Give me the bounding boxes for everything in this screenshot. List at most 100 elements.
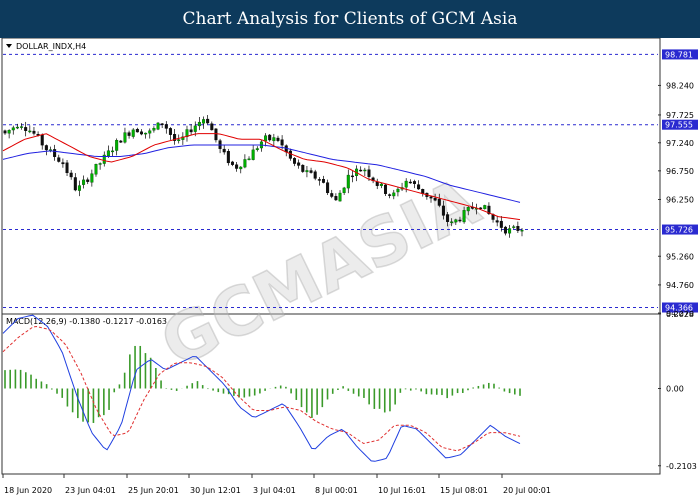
candle-body [437,198,441,206]
candle-body [305,170,309,173]
candle-body [346,174,350,189]
y-tick-label: 97.240 [666,139,694,148]
candle-body [330,193,334,197]
x-tick-label: 10 Jul 16:01 [378,486,426,495]
candle-body [106,150,110,157]
candle-body [53,149,57,157]
candle-body [264,135,268,142]
candle-body [230,161,234,165]
candle-body [309,170,313,173]
candle-body [86,179,90,182]
macd-y-tick-label: 0.2028 [666,310,694,319]
candle-body [73,177,77,191]
x-tick-label: 8 Jul 00:01 [315,486,358,495]
candle-body [326,182,330,194]
price-pane [1,37,661,315]
candle-body [503,226,507,234]
signal-line [2,325,521,452]
candle-body [462,210,466,223]
symbol-dropdown-icon[interactable] [6,44,12,48]
x-tick-label: 18 Jun 2020 [4,486,52,495]
candle-body [226,151,230,164]
candle-body [499,220,503,228]
candle-body [115,139,119,151]
candle-body [338,192,342,202]
candle-body [479,207,483,210]
candle-body [321,179,325,183]
y-tick-label: 94.760 [666,281,694,290]
candle-body [202,119,206,124]
candle-body [379,183,383,186]
candle-body [280,139,284,146]
candle-body [24,127,28,131]
candle-body [392,192,396,197]
candle-body [512,226,516,228]
candle-body [57,157,61,162]
candle-body [127,132,131,136]
candle-body [417,184,421,190]
candle-body [508,228,512,234]
candle-body [119,140,123,143]
candle-body [168,128,172,135]
candle-body [247,158,251,161]
candle-body [396,188,400,193]
x-tick-label: 30 Jun 12:01 [190,486,241,495]
candle-body [152,128,156,131]
candle-body [235,164,239,169]
candle-body [44,145,48,151]
candle-body [7,130,11,134]
y-tick-label: 98.240 [666,81,694,90]
y-tick-label: 96.250 [666,196,694,205]
candle-body [334,196,338,201]
candle-body [222,148,226,153]
candle-body [40,134,44,146]
ma-slow-line [2,144,521,203]
macd-label: MACD(12,26,9) -0.1380 -0.1217 -0.0163 [6,317,167,326]
candle-body [297,162,301,166]
candle-body [20,126,24,128]
candle-body [359,169,363,172]
candle-body [388,194,392,196]
candle-body [61,162,65,165]
candle-body [446,214,450,222]
candle-body [77,185,81,191]
candle-body [350,175,354,178]
candle-body [177,139,181,141]
x-tick-label: 25 Jun 20:01 [128,486,179,495]
level-price-label: 94.366 [665,303,693,312]
candle-body [102,154,106,164]
candle-body [429,196,433,199]
candle-body [189,129,193,133]
candle-body [160,123,164,125]
candle-body [375,181,379,186]
candle-body [520,229,524,232]
candle-body [28,130,32,133]
candle-body [276,137,280,141]
level-price-label: 95.726 [665,226,693,235]
candle-body [69,172,73,178]
macd-y-tick-label: 0.00 [666,384,684,393]
level-price-label: 97.555 [665,121,693,130]
candle-body [450,221,454,223]
candle-body [65,162,69,174]
candle-body [214,128,218,141]
candle-body [495,220,499,223]
candle-body [367,169,371,177]
candle-body [363,169,367,172]
candle-body [433,198,437,201]
candle-body [210,123,214,131]
macd-y-tick-label: -0.2103 [666,462,697,471]
candle-body [193,125,197,132]
candle-body [156,122,160,130]
level-price-label: 98.781 [665,50,693,59]
candle-body [384,184,388,194]
y-tick-label: 96.750 [666,167,694,176]
x-tick-label: 15 Jul 08:01 [440,486,488,495]
candle-body [148,130,152,134]
candle-body [342,187,346,193]
y-tick-label: 95.260 [666,252,694,261]
x-tick-label: 3 Jul 04:01 [253,486,296,495]
candle-body [408,181,412,184]
candle-body [255,148,259,150]
candle-body [144,132,148,135]
